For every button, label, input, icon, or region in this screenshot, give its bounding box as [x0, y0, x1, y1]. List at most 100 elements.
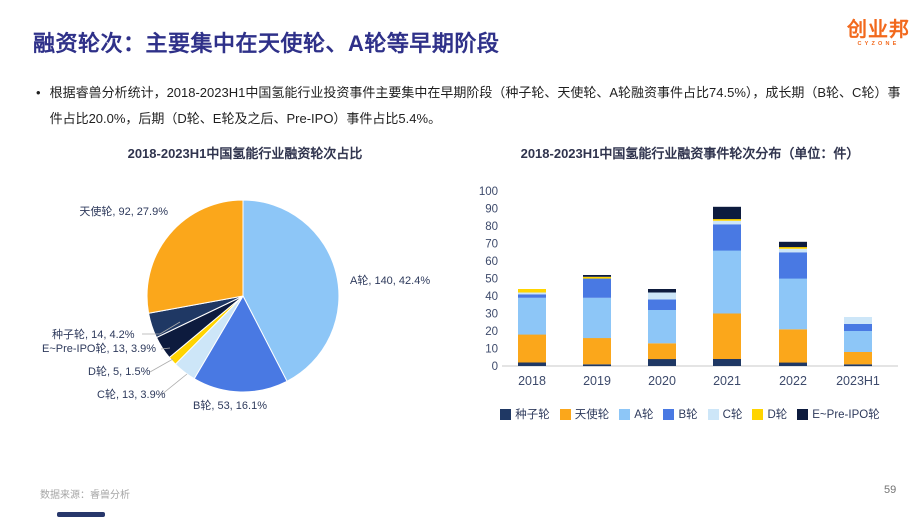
bullet-marker: •: [36, 85, 41, 100]
bar-segment-B轮: [844, 324, 872, 331]
x-axis-category-label: 2020: [648, 374, 676, 388]
pie-callout-line: [149, 358, 174, 373]
y-axis-tick-label: 30: [485, 309, 498, 321]
legend-swatch: [707, 408, 719, 420]
summary-text: 根据睿兽分析统计，2018-2023H1中国氢能行业投资事件主要集中在早期阶段（…: [49, 85, 901, 126]
bar-segment-E~Pre-IPO轮: [648, 289, 676, 293]
legend-label: A轮: [634, 409, 654, 421]
bar-segment-B轮: [779, 252, 807, 279]
pie-slice-天使轮: [146, 199, 244, 314]
bar-segment-天使轮: [648, 343, 676, 360]
cyzone-logo: 创业邦 CYZONE: [847, 20, 910, 48]
bar-segment-种子轮: [583, 364, 611, 367]
y-axis-tick-label: 20: [485, 326, 498, 338]
legend-label: C轮: [722, 409, 743, 421]
scrollbar-thumb[interactable]: [57, 512, 105, 517]
pie-callout: E~Pre-IPO轮, 13, 3.9%: [42, 341, 156, 355]
bar-segment-D轮: [779, 247, 807, 249]
legend-swatch: [752, 408, 764, 420]
bar-segment-天使轮: [518, 334, 546, 363]
bar-segment-A轮: [844, 331, 872, 352]
y-axis-tick-label: 50: [485, 274, 498, 286]
bar-segment-A轮: [518, 297, 546, 335]
bar-segment-C轮: [844, 317, 872, 324]
pie-chart: A轮, 140, 42.4% B轮, 53, 16.1% C轮, 13, 3.9% D…: [42, 199, 430, 412]
legend-label: B轮: [678, 409, 698, 421]
y-axis-tick-label: 60: [485, 256, 498, 268]
pie-callout: B轮, 53, 16.1%: [193, 398, 267, 412]
legend-item-A轮: A轮: [619, 406, 653, 422]
bar-segment-D轮: [713, 219, 741, 221]
bar-segment-C轮: [779, 248, 807, 253]
y-axis-tick-label: 0: [492, 361, 498, 373]
page-number: 59: [884, 484, 897, 496]
bar-segment-天使轮: [583, 338, 611, 365]
bar-segment-A轮: [648, 310, 676, 344]
legend-swatch: [619, 408, 631, 420]
x-axis-category-label: 2022: [779, 374, 807, 388]
x-axis-category-label: 2021: [713, 374, 741, 388]
legend-item-E~Pre-IPO轮: E~Pre-IPO轮: [797, 406, 880, 422]
bar-segment-D轮: [583, 276, 611, 279]
legend-item-C轮: C轮: [707, 406, 743, 422]
pie-callout-line: [160, 347, 171, 350]
bar-segment-E~Pre-IPO轮: [713, 206, 741, 220]
legend-item-B轮: B轮: [663, 406, 698, 422]
bar-chart: 0 10 20 30 40 50 60 70 80 90 100 2018 2019 2020 2021 20…: [479, 186, 898, 388]
bar-segment-A轮: [583, 297, 611, 339]
bar-segment-种子轮: [713, 359, 741, 366]
logo-subtext: CYZONE: [857, 41, 900, 47]
bar-segment-C轮: [518, 292, 546, 295]
pie-chart-figure: 2018-2023H1中国氢能行业融资轮次占比 A轮, 140, 42.4% B轮…: [30, 147, 460, 440]
legend-item-D轮: D轮: [752, 406, 787, 422]
x-axis-category-label: 2019: [583, 374, 611, 388]
bar-segment-A轮: [779, 278, 807, 330]
pie-slice-A轮: [242, 199, 340, 382]
y-axis-tick-label: 70: [485, 239, 498, 251]
bar-segment-E~Pre-IPO轮: [779, 241, 807, 248]
bar-segment-E~Pre-IPO轮: [583, 275, 611, 277]
legend-label: E~Pre-IPO轮: [812, 409, 880, 421]
pie-callout: 种子轮, 14, 4.2%: [52, 327, 135, 341]
legend-label: 天使轮: [574, 409, 610, 421]
logo-text: 创业邦: [847, 19, 910, 41]
legend-item-天使轮: 天使轮: [559, 406, 610, 422]
bar-segment-天使轮: [713, 313, 741, 359]
page-title: 融资轮次：主要集中在天使轮、A轮等早期阶段: [33, 31, 500, 56]
bar-segment-B轮: [648, 299, 676, 310]
legend-swatch: [663, 408, 675, 420]
legend-item-种子轮: 种子轮: [500, 406, 550, 422]
bar-segment-C轮: [713, 220, 741, 225]
pie-callout: C轮, 13, 3.9%: [97, 387, 166, 401]
pie-callout: A轮, 140, 42.4%: [350, 273, 430, 287]
pie-callout: 天使轮, 92, 27.9%: [79, 204, 168, 218]
pie-callout-line: [142, 321, 181, 335]
bar-segment-B轮: [583, 278, 611, 298]
bar-segment-D轮: [518, 289, 546, 293]
bar-segment-C轮: [648, 292, 676, 300]
bar-chart-legend: 种子轮 天使轮 A轮 B轮 C轮 D轮 E~Pre-IPO轮: [470, 406, 910, 422]
pie-slice-B轮: [193, 294, 288, 393]
legend-label: 种子轮: [515, 409, 550, 421]
x-axis-category-label: 2018: [518, 374, 546, 388]
legend-swatch: [500, 408, 512, 420]
pie-callout: D轮, 5, 1.5%: [88, 364, 151, 378]
bar-chart-title: 2018-2023H1中国氢能行业融资事件轮次分布（单位：件）: [520, 146, 860, 161]
y-axis-tick-label: 40: [485, 291, 498, 303]
bar-segment-种子轮: [518, 362, 546, 366]
bar-segment-天使轮: [844, 352, 872, 365]
legend-swatch: [797, 408, 809, 420]
y-axis-tick-label: 90: [485, 204, 498, 216]
data-source: 数据来源：睿兽分析: [40, 490, 130, 501]
y-axis-tick-label: 80: [485, 221, 498, 233]
legend-swatch: [559, 408, 571, 420]
pie-callout-line: [160, 373, 188, 396]
bar-segment-种子轮: [779, 362, 807, 366]
bar-segment-A轮: [713, 250, 741, 314]
bar-segment-天使轮: [779, 329, 807, 363]
y-axis-tick-label: 10: [485, 344, 498, 356]
legend-label: D轮: [767, 409, 788, 421]
bar-segment-B轮: [713, 224, 741, 251]
bar-segment-种子轮: [844, 364, 872, 367]
bar-segment-种子轮: [648, 359, 676, 366]
